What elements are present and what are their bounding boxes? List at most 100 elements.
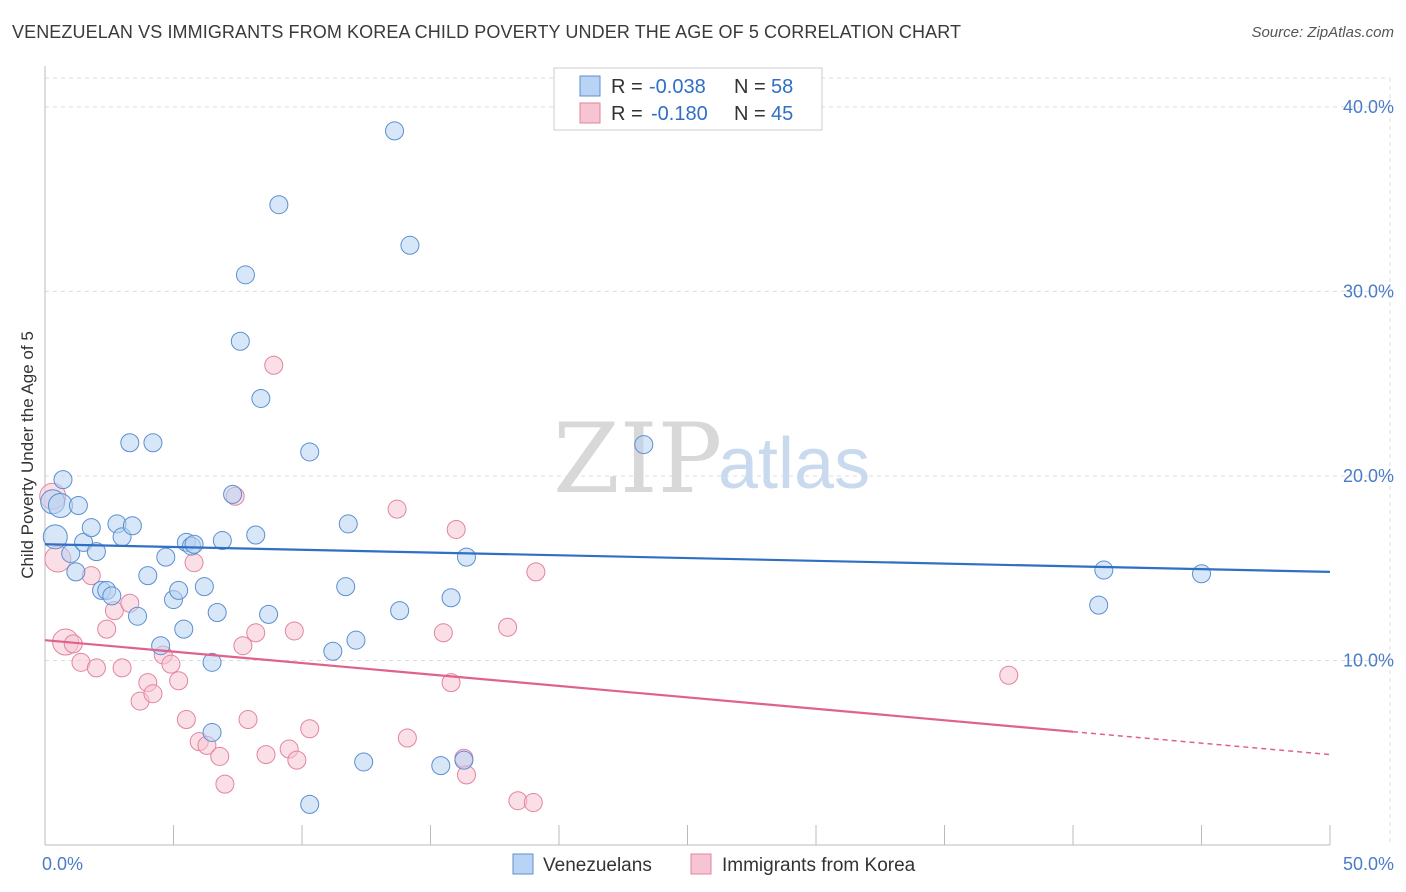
data-point-venezuelans [300,794,320,814]
data-point-venezuelans [68,495,88,515]
data-point-venezuelans [336,577,356,597]
data-point-venezuelans [174,619,194,639]
data-point-korea [184,553,204,573]
legend-n-value: 45 [771,103,793,125]
legend-swatch-venezuelans [579,75,601,97]
data-point-venezuelans [156,547,176,567]
legend-n-label: N = [734,103,766,125]
data-point-korea [86,658,106,678]
legend-top: R = -0.038 N = 58 R = -0.180 N = 45 [553,67,823,131]
series-korea-points [39,355,1019,813]
legend-n-label: N = [734,76,766,98]
data-point-venezuelans [66,562,86,582]
data-point-venezuelans [74,532,94,552]
legend-r-label: R = [611,103,643,125]
data-point-korea [433,623,453,643]
legend-bottom-swatch-korea[interactable] [690,853,712,875]
data-point-venezuelans [354,752,374,772]
data-point-korea [999,665,1019,685]
data-point-venezuelans [259,604,279,624]
data-point-venezuelans [169,580,189,600]
legend-r-value: -0.038 [649,76,706,98]
data-point-venezuelans [1192,564,1211,584]
data-point-venezuelans [128,606,148,626]
legend-r-value: -0.180 [651,103,708,125]
data-point-korea [161,654,181,674]
data-point-venezuelans [454,750,474,770]
data-point-venezuelans [53,470,73,490]
data-point-venezuelans [251,388,271,408]
data-point-venezuelans [138,566,158,586]
x-tick-label-min: 0.0% [42,854,83,874]
data-point-venezuelans [338,514,358,534]
data-point-venezuelans [184,534,204,554]
source-label[interactable]: Source: ZipAtlas.com [1251,24,1394,41]
data-point-venezuelans [202,722,222,742]
legend-bottom-label-korea[interactable]: Immigrants from Korea [722,855,916,876]
data-point-korea [112,658,132,678]
data-point-venezuelans [143,433,163,453]
data-point-venezuelans [390,601,410,621]
data-point-korea [143,684,163,704]
data-point-korea [233,636,253,656]
data-point-korea [97,619,117,639]
data-point-korea [526,562,546,582]
watermark-zip: ZIP [553,403,722,515]
legend-bottom-swatch-venezuelans[interactable] [512,853,534,875]
legend-n-value: 58 [771,76,793,98]
data-point-venezuelans [431,756,451,776]
y-tick-label: 10.0% [1343,650,1394,670]
data-point-venezuelans [212,531,232,551]
data-point-venezuelans [346,630,366,650]
data-point-venezuelans [230,331,250,351]
x-tick-label-max: 50.0% [1343,854,1394,874]
trend-line-korea [44,639,1074,733]
data-point-korea [446,519,466,539]
data-point-venezuelans [1094,560,1114,580]
trend-line-venezuelans [44,543,1331,574]
y-tick-labels: 10.0% 20.0% 30.0% 40.0% [1343,97,1394,671]
data-point-korea [176,710,196,730]
watermark-atlas: atlas [718,424,870,504]
data-point-venezuelans [323,641,343,661]
data-point-venezuelans [400,235,420,255]
legend-swatch-korea [579,102,601,124]
data-point-venezuelans [246,525,266,545]
data-point-venezuelans [300,442,320,462]
data-point-venezuelans [202,652,222,672]
data-point-venezuelans [456,547,476,567]
data-point-korea [397,728,417,748]
data-point-korea [238,710,258,730]
data-point-venezuelans [120,433,140,453]
data-point-korea [284,621,304,641]
legend-bottom: Venezuelans Immigrants from Korea [512,853,916,876]
x-ticks [44,825,1331,845]
data-point-venezuelans [102,586,122,606]
data-point-korea [264,355,284,375]
data-point-venezuelans [235,265,255,285]
data-point-korea [256,745,276,765]
x-tick-labels: 0.0% 50.0% [42,854,1394,874]
watermark: ZIP atlas [553,403,870,515]
data-point-venezuelans [207,603,227,622]
y-tick-label: 40.0% [1343,97,1394,117]
legend-bottom-label-venezuelans[interactable]: Venezuelans [543,855,652,876]
data-point-venezuelans [223,484,243,504]
trend-lines [44,543,1331,756]
trend-line-korea-extension [1072,730,1331,756]
data-point-korea [523,793,543,813]
data-point-korea [246,623,266,643]
data-point-venezuelans [81,518,101,538]
data-point-korea [287,750,307,770]
data-point-venezuelans [42,524,68,550]
data-point-venezuelans [634,435,654,455]
data-point-venezuelans [385,121,405,141]
data-point-venezuelans [1089,595,1109,615]
data-point-korea [300,719,320,739]
y-axis-label: Child Poverty Under the Age of 5 [18,331,37,579]
data-point-venezuelans [86,542,106,562]
data-point-korea [169,671,189,691]
data-point-venezuelans [122,516,142,536]
data-point-korea [387,499,407,519]
